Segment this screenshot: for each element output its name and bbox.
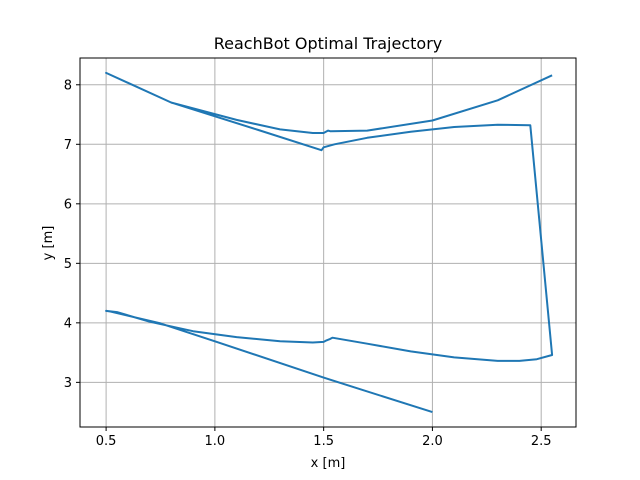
x-tick-label: 2.5: [531, 434, 552, 449]
series-layer: [105, 71, 554, 414]
y-tick-label: 8: [64, 78, 72, 93]
y-tick-label: 4: [64, 316, 72, 331]
plot-frame: [79, 57, 577, 428]
y-tick-label: 7: [64, 138, 72, 153]
y-tick-label: 6: [64, 197, 72, 212]
ticks: 0.5 1.0 1.5 2.0 2.5 3 4 5 6 7 8: [64, 78, 552, 449]
x-axis-label: x [m]: [311, 456, 346, 471]
y-tick-label: 3: [64, 376, 72, 391]
x-tick-label: 2.0: [422, 434, 443, 449]
x-tick-label: 1.5: [313, 434, 334, 449]
x-tick-label: 1.0: [205, 434, 226, 449]
y-tick-label: 5: [64, 257, 72, 272]
trajectory-line: [105, 71, 554, 414]
grid: [80, 58, 576, 427]
chart-title: ReachBot Optimal Trajectory: [214, 34, 443, 53]
y-axis-label: y [m]: [41, 226, 56, 261]
x-tick-label: 0.5: [96, 434, 117, 449]
